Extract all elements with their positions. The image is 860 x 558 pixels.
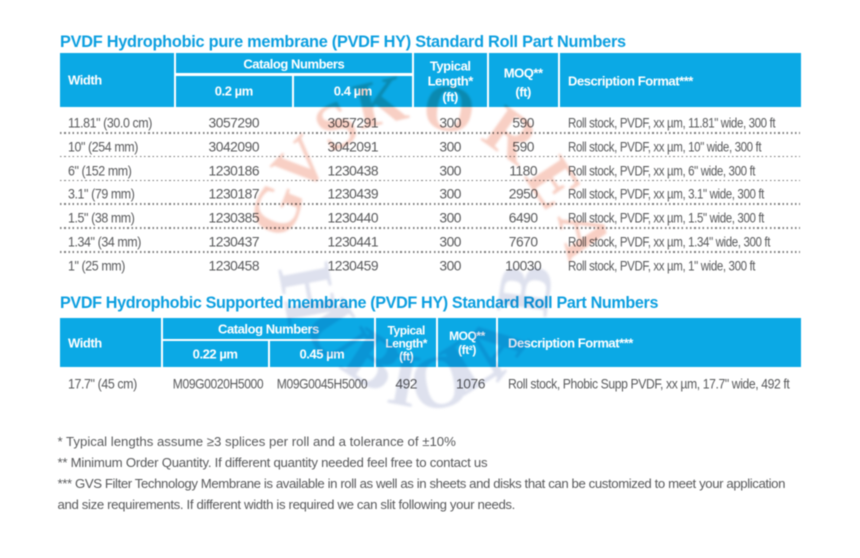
svg-text:A: A [543, 202, 626, 267]
svg-text:O: O [418, 69, 480, 149]
svg-text:B: B [480, 259, 570, 321]
